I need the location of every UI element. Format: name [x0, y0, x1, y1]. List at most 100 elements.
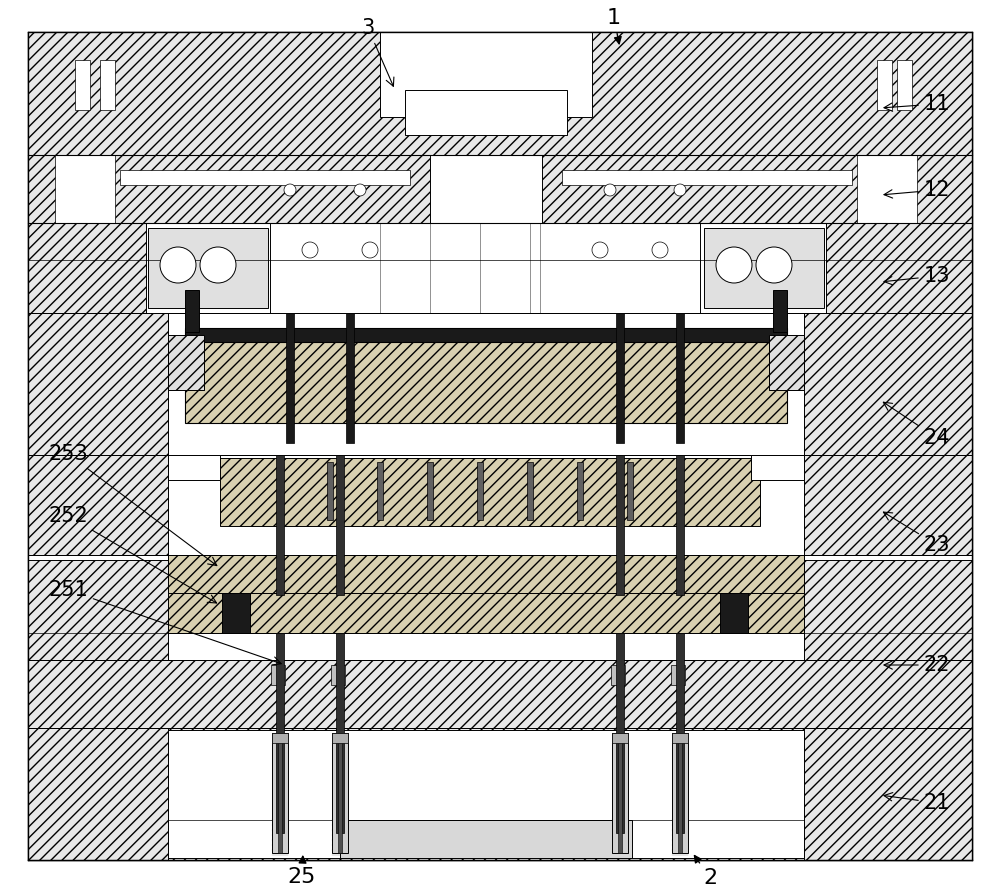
- Bar: [477, 462, 483, 520]
- Bar: [222, 593, 250, 633]
- Bar: [28, 555, 972, 560]
- Bar: [28, 455, 972, 555]
- Bar: [148, 228, 268, 308]
- Bar: [704, 228, 824, 308]
- Bar: [185, 338, 787, 423]
- Bar: [168, 555, 804, 593]
- Bar: [769, 335, 804, 390]
- Bar: [804, 728, 972, 860]
- Bar: [676, 313, 684, 443]
- Bar: [671, 665, 685, 685]
- Text: 25: 25: [288, 856, 316, 887]
- Circle shape: [362, 242, 378, 258]
- Bar: [826, 223, 972, 313]
- Bar: [612, 733, 628, 743]
- Bar: [678, 733, 682, 853]
- Bar: [276, 455, 284, 595]
- Bar: [720, 593, 748, 633]
- Bar: [336, 633, 344, 833]
- Bar: [100, 60, 115, 110]
- Bar: [28, 555, 168, 720]
- Bar: [616, 633, 624, 833]
- Text: 24: 24: [883, 402, 950, 448]
- Text: 13: 13: [884, 266, 950, 286]
- Bar: [168, 335, 204, 390]
- Text: 12: 12: [884, 180, 950, 200]
- Bar: [577, 462, 583, 520]
- Bar: [751, 455, 804, 480]
- Bar: [28, 313, 168, 458]
- Bar: [527, 462, 533, 520]
- Bar: [616, 313, 624, 443]
- Bar: [220, 458, 760, 526]
- Bar: [168, 455, 804, 555]
- Bar: [168, 730, 804, 858]
- Bar: [627, 462, 633, 520]
- Bar: [380, 32, 592, 117]
- Bar: [271, 665, 285, 685]
- Bar: [277, 462, 283, 520]
- Text: 1: 1: [607, 8, 621, 44]
- Circle shape: [756, 247, 792, 283]
- Bar: [897, 60, 912, 110]
- Bar: [278, 733, 282, 853]
- Text: 3: 3: [361, 18, 394, 87]
- Bar: [168, 555, 804, 593]
- Bar: [336, 455, 344, 595]
- Bar: [272, 733, 288, 743]
- Circle shape: [302, 242, 318, 258]
- Bar: [562, 170, 852, 185]
- Bar: [28, 660, 972, 728]
- Text: 253: 253: [48, 444, 217, 565]
- Bar: [28, 223, 146, 313]
- Bar: [672, 733, 688, 743]
- Bar: [185, 290, 199, 332]
- Text: 251: 251: [48, 580, 281, 665]
- Bar: [332, 733, 348, 743]
- Bar: [340, 820, 632, 858]
- Circle shape: [604, 184, 616, 196]
- Bar: [28, 155, 972, 223]
- Bar: [676, 633, 684, 833]
- Circle shape: [652, 242, 668, 258]
- Bar: [168, 455, 220, 480]
- Bar: [28, 728, 972, 860]
- Bar: [857, 155, 917, 223]
- Bar: [405, 90, 567, 135]
- Bar: [612, 733, 628, 853]
- Bar: [28, 455, 168, 555]
- Text: 11: 11: [884, 94, 950, 114]
- Bar: [120, 170, 410, 185]
- Bar: [672, 733, 688, 853]
- Bar: [327, 462, 333, 520]
- Bar: [272, 733, 288, 853]
- Bar: [618, 733, 622, 853]
- Circle shape: [160, 247, 196, 283]
- Bar: [270, 223, 700, 313]
- Text: 23: 23: [883, 512, 950, 555]
- Bar: [28, 223, 972, 313]
- Bar: [168, 593, 804, 633]
- Bar: [276, 633, 284, 833]
- Bar: [185, 328, 787, 342]
- Bar: [773, 290, 787, 332]
- Bar: [55, 155, 115, 223]
- Circle shape: [200, 247, 236, 283]
- Bar: [28, 728, 168, 860]
- Circle shape: [284, 184, 296, 196]
- Text: 252: 252: [48, 506, 217, 603]
- Bar: [75, 60, 90, 110]
- Text: 21: 21: [884, 793, 950, 813]
- Bar: [332, 733, 348, 853]
- Bar: [804, 555, 972, 720]
- Bar: [804, 313, 972, 458]
- Bar: [28, 32, 972, 155]
- Bar: [377, 462, 383, 520]
- Bar: [427, 462, 433, 520]
- Bar: [346, 313, 354, 443]
- Bar: [28, 313, 972, 458]
- Bar: [877, 60, 892, 110]
- Bar: [331, 665, 345, 685]
- Bar: [769, 335, 804, 390]
- Bar: [616, 455, 624, 595]
